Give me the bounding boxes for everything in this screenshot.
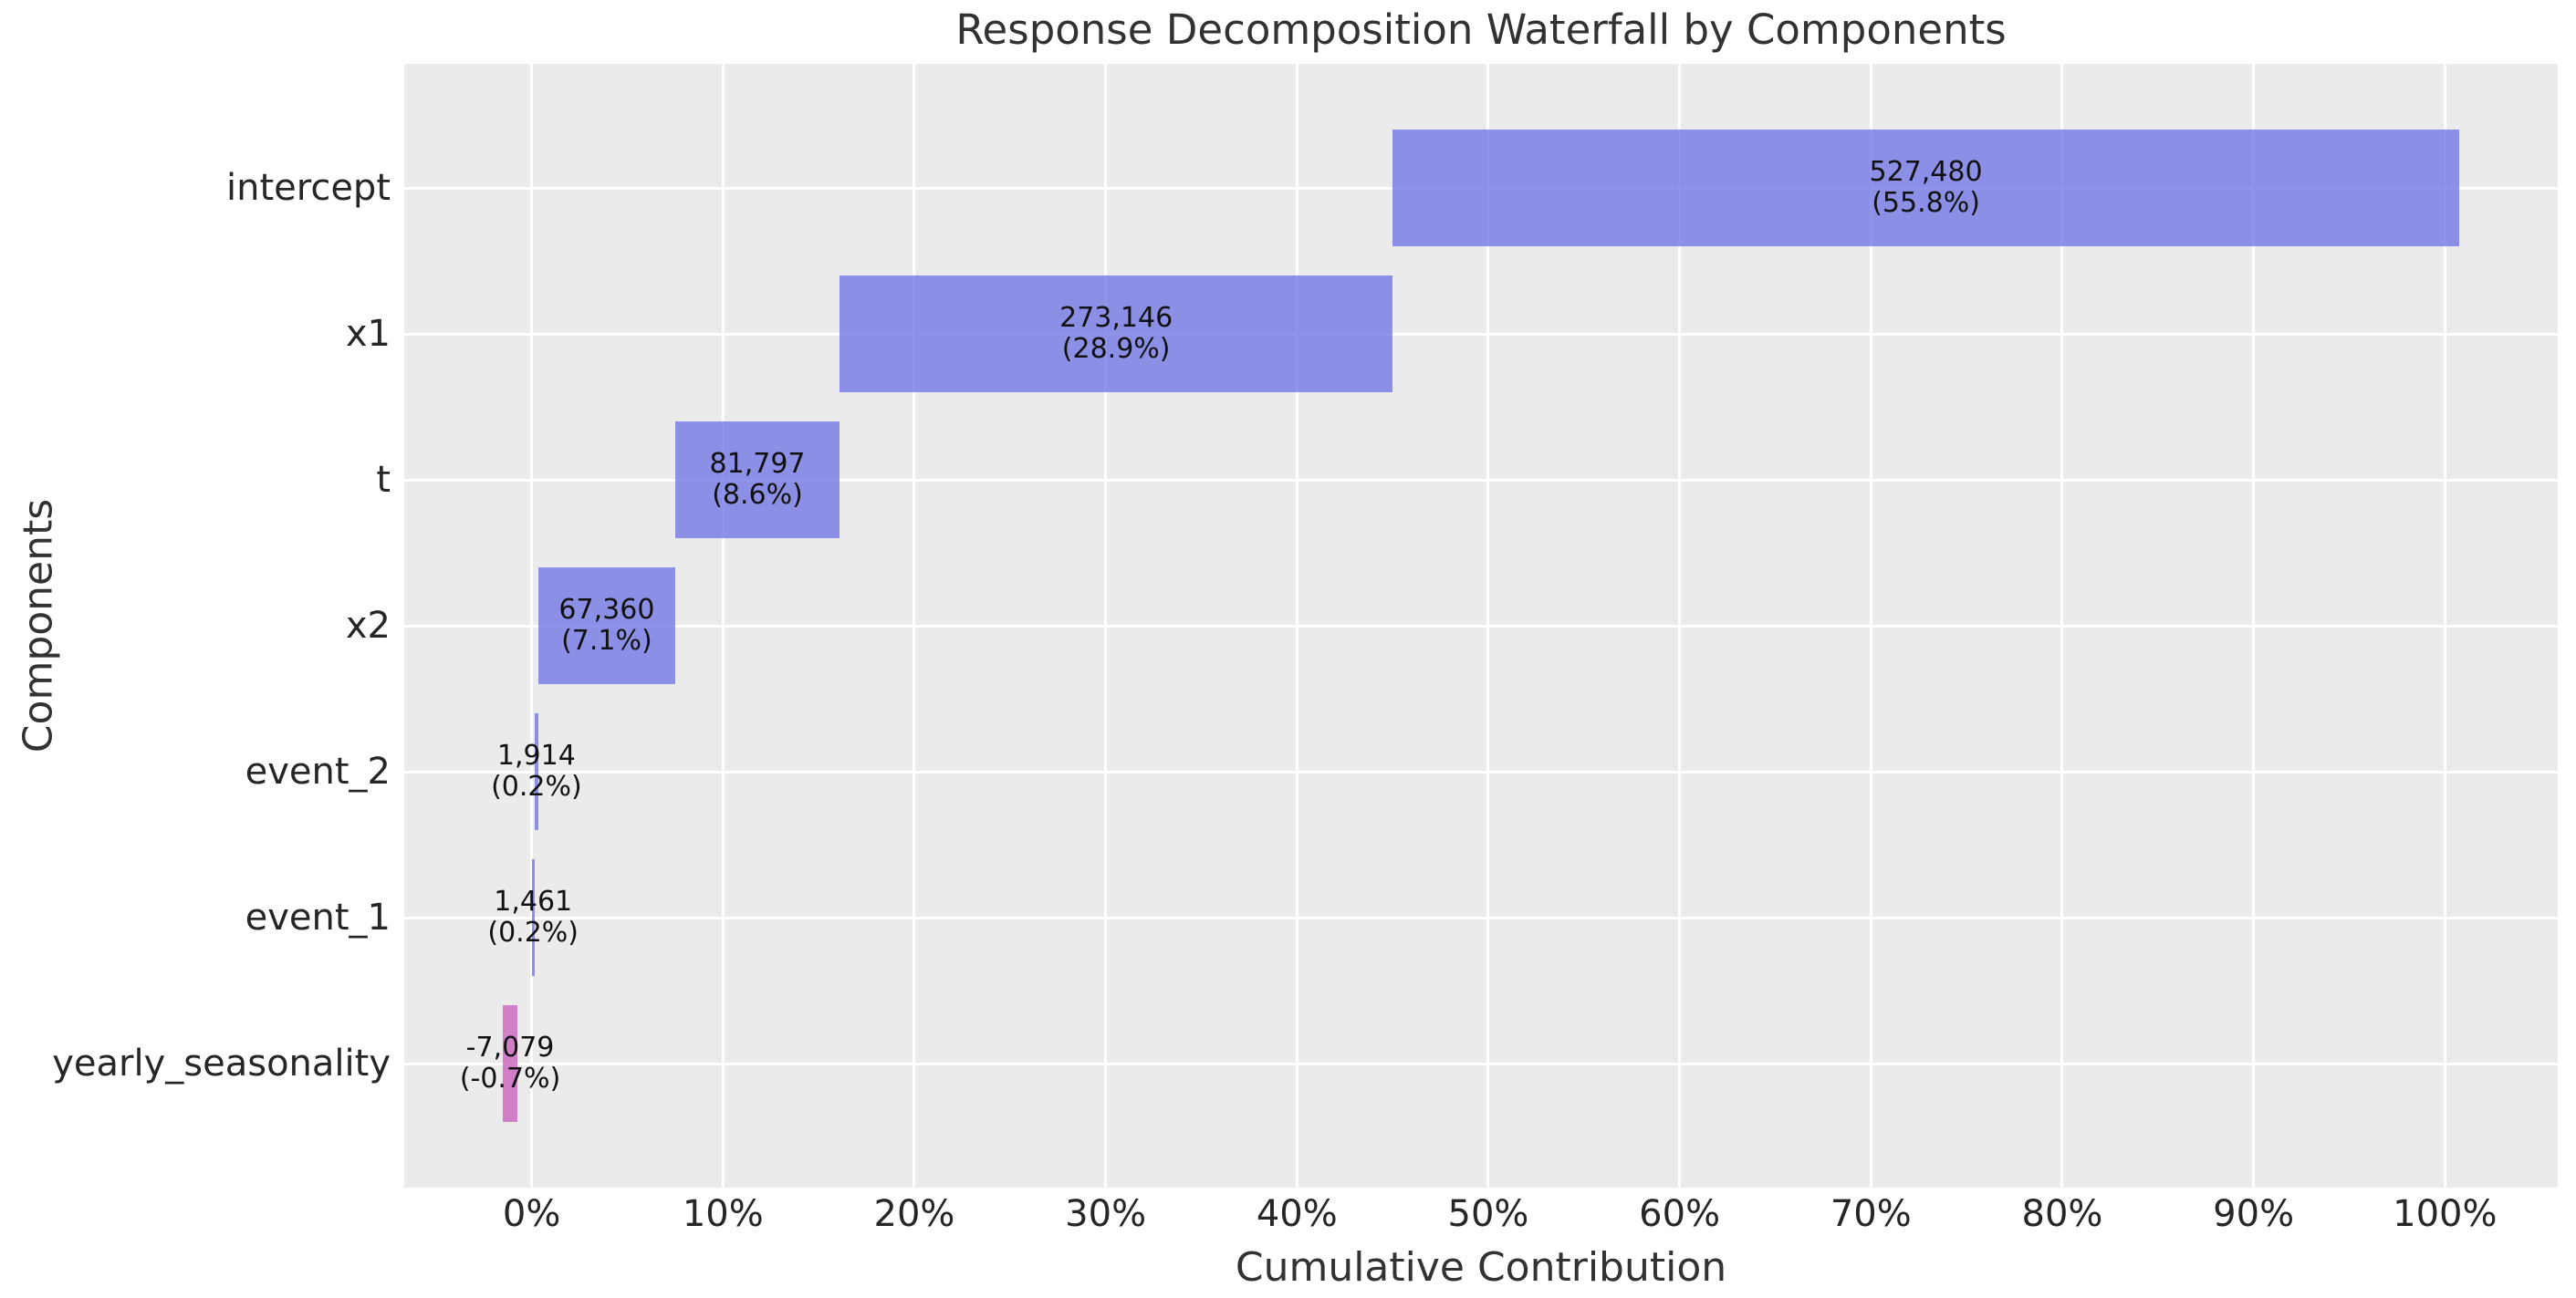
bar-percent-t: (8.6%)	[712, 479, 803, 511]
y-tick-x2: x2	[345, 605, 391, 647]
bar-percent-event_1: (0.2%)	[487, 917, 579, 949]
x-tick-10%: 10%	[682, 1193, 764, 1235]
plot-area: 527,480 (55.8%) 273,146 (28.9%) 81,797 (8.6%)…	[404, 64, 2558, 1188]
x-tick-30%: 30%	[1065, 1193, 1147, 1235]
waterfall-bar-event_2	[534, 713, 538, 830]
x-axis-label: Cumulative Contribution	[1235, 1244, 1727, 1291]
bar-percent-x2: (7.1%)	[561, 625, 652, 657]
bar-percent-intercept: (55.8%)	[1872, 187, 1980, 219]
waterfall-bar-intercept	[1392, 130, 2459, 246]
x-tick-20%: 20%	[873, 1193, 955, 1235]
bar-value-x2: 67,360	[558, 594, 655, 626]
bar-label-event_1: 1,461 (0.2%)	[487, 887, 579, 949]
x-tick-60%: 60%	[1639, 1193, 1721, 1235]
gridline-horizontal-t	[404, 478, 2558, 482]
waterfall-bar-x2	[537, 567, 675, 684]
y-tick-yearly_seasonality: yearly_seasonality	[52, 1043, 391, 1085]
bar-percent-event_2: (0.2%)	[491, 771, 582, 803]
bar-value-yearly_seasonality: -7,079	[465, 1032, 555, 1064]
gridline-horizontal-yearly_seasonality	[404, 1062, 2558, 1065]
bar-value-event_2: 1,914	[496, 740, 576, 772]
x-tick-100%: 100%	[2393, 1193, 2498, 1235]
y-tick-event_1: event_1	[245, 897, 391, 939]
x-tick-0%: 0%	[502, 1193, 561, 1235]
waterfall-bar-yearly_seasonality	[503, 1005, 517, 1122]
y-tick-x1: x1	[345, 313, 391, 355]
bar-value-intercept: 527,480	[1869, 156, 1983, 188]
bar-label-x2: 67,360 (7.1%)	[558, 595, 654, 657]
y-axis-label: Components	[15, 498, 62, 753]
y-tick-event_2: event_2	[245, 751, 391, 793]
bar-value-x1: 273,146	[1059, 302, 1173, 334]
bar-label-x1: 273,146 (28.9%)	[1059, 303, 1173, 365]
gridline-horizontal-event_2	[404, 770, 2558, 774]
y-tick-t: t	[376, 459, 391, 501]
bar-value-event_1: 1,461	[494, 886, 573, 918]
bar-value-t: 81,797	[709, 448, 806, 480]
x-tick-40%: 40%	[1256, 1193, 1338, 1235]
x-tick-50%: 50%	[1447, 1193, 1529, 1235]
x-tick-80%: 80%	[2021, 1193, 2103, 1235]
chart-title: Response Decomposition Waterfall by Comp…	[955, 5, 2007, 54]
bar-percent-yearly_seasonality: (-0.7%)	[459, 1063, 561, 1095]
x-tick-70%: 70%	[1830, 1193, 1912, 1235]
waterfall-bar-t	[674, 421, 840, 538]
bar-label-intercept: 527,480 (55.8%)	[1870, 157, 1983, 219]
x-tick-90%: 90%	[2213, 1193, 2295, 1235]
gridline-horizontal-x1	[404, 332, 2558, 336]
bar-percent-x1: (28.9%)	[1061, 333, 1171, 365]
bar-label-t: 81,797 (8.6%)	[710, 449, 806, 511]
gridline-horizontal-event_1	[404, 916, 2558, 919]
bar-label-event_2: 1,914 (0.2%)	[491, 741, 582, 803]
y-tick-intercept: intercept	[226, 167, 391, 209]
waterfall-bar-x1	[840, 275, 1393, 392]
gridline-horizontal-x2	[404, 624, 2558, 628]
bar-label-yearly_seasonality: -7,079 (-0.7%)	[460, 1033, 560, 1095]
waterfall-bar-event_1	[531, 859, 535, 976]
